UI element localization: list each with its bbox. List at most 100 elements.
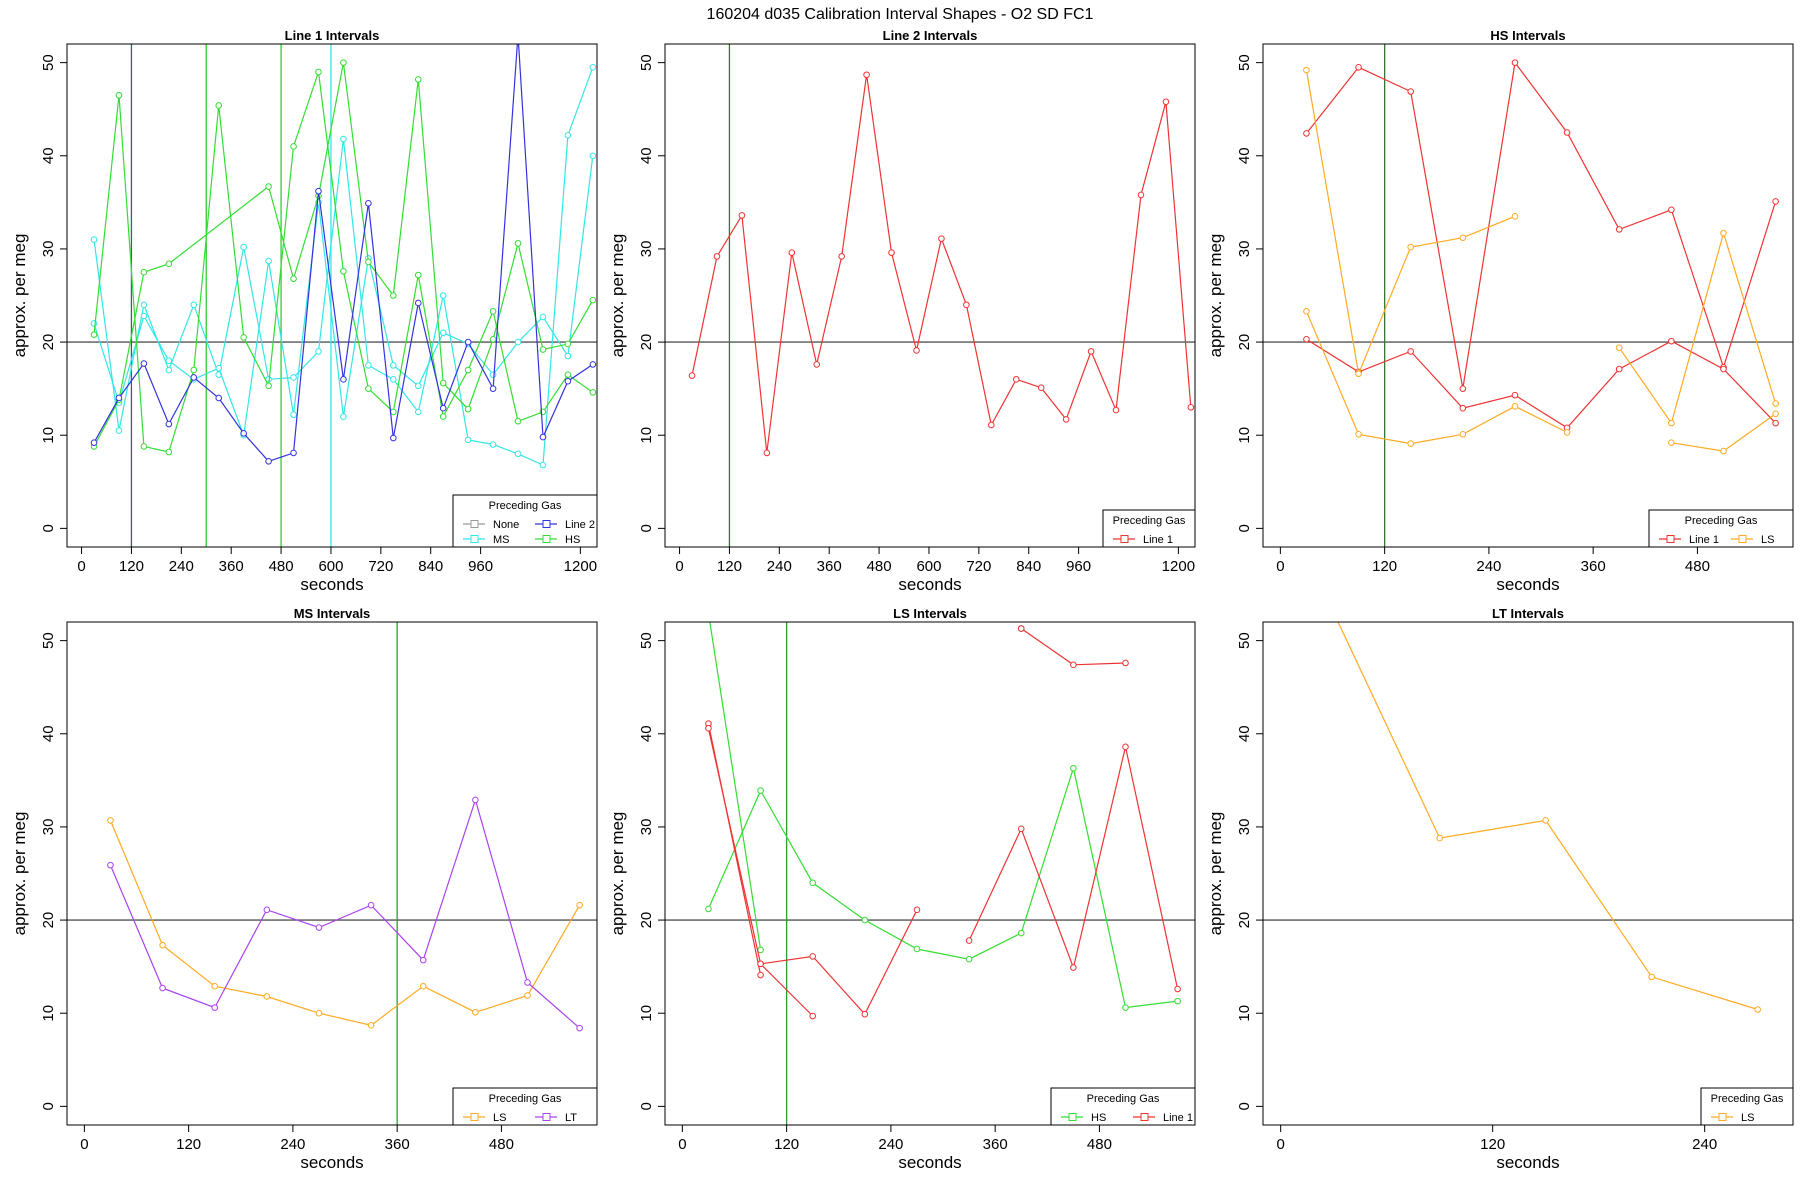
data-point	[365, 258, 372, 266]
data-point	[1062, 416, 1070, 423]
legend-label: LS	[493, 1112, 506, 1124]
legend: Preceding Gas LS	[1700, 1087, 1794, 1126]
data-point	[340, 376, 347, 383]
data-point	[464, 405, 472, 413]
data-point	[365, 199, 372, 207]
series-line	[1305, 311, 1776, 452]
legend-entry-ms: MS	[463, 534, 510, 546]
y-tick-label: 20	[40, 912, 57, 929]
legend-entry-ls: LS	[463, 1112, 506, 1124]
y-tick-label: 40	[40, 147, 57, 164]
data-point	[1187, 403, 1195, 411]
legend-title: Preceding Gas	[1087, 1093, 1160, 1105]
y-tick-label: 40	[638, 725, 655, 742]
data-point	[290, 374, 297, 381]
data-point	[539, 461, 547, 469]
data-point	[315, 187, 322, 195]
legend-label: Line 1	[1689, 534, 1719, 546]
data-point	[115, 394, 123, 402]
y-tick-label: 20	[1236, 334, 1253, 351]
legend: Preceding Gas LS LT	[452, 1087, 598, 1126]
data-point	[738, 212, 746, 219]
series-line	[93, 155, 594, 436]
legend: Preceding Gas None Line 2 MS HS	[452, 494, 598, 548]
data-point	[414, 382, 422, 390]
data-point	[115, 427, 123, 434]
data-point	[315, 924, 323, 931]
data-point	[340, 59, 347, 66]
data-point	[1162, 98, 1170, 106]
data-point	[1122, 743, 1129, 751]
y-tick-label: 0	[40, 524, 57, 532]
data-point	[1303, 335, 1310, 343]
legend-swatch-marker	[542, 520, 551, 528]
y-tick-label: 40	[40, 725, 57, 742]
data-point	[240, 430, 247, 437]
data-point	[539, 346, 547, 353]
data-point	[240, 243, 247, 251]
data-point	[589, 63, 597, 71]
y-tick-label: 0	[638, 524, 655, 532]
data-point	[1407, 440, 1415, 447]
data-point	[861, 1010, 869, 1018]
data-point	[265, 382, 272, 390]
legend-label: HS	[1091, 1112, 1106, 1124]
legend-swatch-marker	[1718, 1113, 1727, 1121]
data-point	[464, 366, 472, 374]
data-point	[290, 449, 297, 457]
series-line-1	[757, 625, 1025, 1020]
data-point	[1720, 447, 1727, 455]
data-point	[1459, 385, 1467, 392]
data-point	[589, 152, 597, 160]
x-tick-label: 360	[385, 1136, 410, 1153]
x-tick-label: 120	[1372, 558, 1397, 575]
data-point	[1668, 206, 1675, 214]
data-point	[1772, 410, 1779, 418]
legend: Preceding Gas Line 1 LS	[1648, 509, 1794, 548]
x-tick-label: 0	[1276, 1136, 1284, 1153]
data-point	[757, 787, 764, 794]
y-tick-label: 10	[40, 1005, 57, 1022]
legend-entry-hs: HS	[1061, 1112, 1106, 1124]
data-point	[1668, 439, 1675, 446]
data-point	[390, 376, 397, 383]
series-line-1	[705, 720, 1181, 993]
legend-label: LS	[1761, 534, 1774, 546]
x-axis-label: seconds	[300, 575, 363, 594]
data-point	[489, 335, 497, 343]
series-ls	[1337, 622, 1761, 1013]
series-line-1	[705, 625, 1129, 1018]
panels-container: Line 1 Intervals 0 10 20 30 40 50 0 120 240 360 480…	[10, 28, 1794, 1172]
y-tick-label: 10	[40, 427, 57, 444]
series-hs	[90, 59, 597, 450]
data-point	[757, 971, 764, 979]
data-point	[1407, 88, 1415, 95]
data-point	[1017, 929, 1025, 937]
data-point	[365, 362, 372, 369]
legend-title: Preceding Gas	[489, 1093, 562, 1105]
y-tick-label: 50	[638, 54, 655, 71]
data-point	[1012, 376, 1020, 383]
legend-box	[1700, 1087, 1794, 1126]
data-point	[514, 450, 522, 458]
panel-title: HS Intervals	[1490, 28, 1565, 43]
x-tick-label: 0	[1276, 558, 1284, 575]
data-point	[809, 879, 817, 887]
data-point	[589, 296, 597, 304]
legend-swatch-marker	[1120, 535, 1129, 543]
x-tick-label: 240	[1692, 1136, 1717, 1153]
data-point	[713, 253, 721, 260]
legend-title: Preceding Gas	[1685, 515, 1758, 527]
data-point	[1511, 59, 1519, 66]
data-point	[564, 131, 572, 139]
data-point	[464, 436, 472, 444]
data-point	[1017, 625, 1025, 632]
y-tick-label: 20	[1236, 912, 1253, 929]
plot-frame	[66, 43, 598, 548]
data-point	[963, 301, 970, 309]
series-line-1	[688, 71, 1195, 457]
y-tick-label: 50	[40, 54, 57, 71]
x-tick-label: 120	[176, 1136, 201, 1153]
data-point	[861, 916, 869, 924]
data-point	[1174, 997, 1181, 1005]
